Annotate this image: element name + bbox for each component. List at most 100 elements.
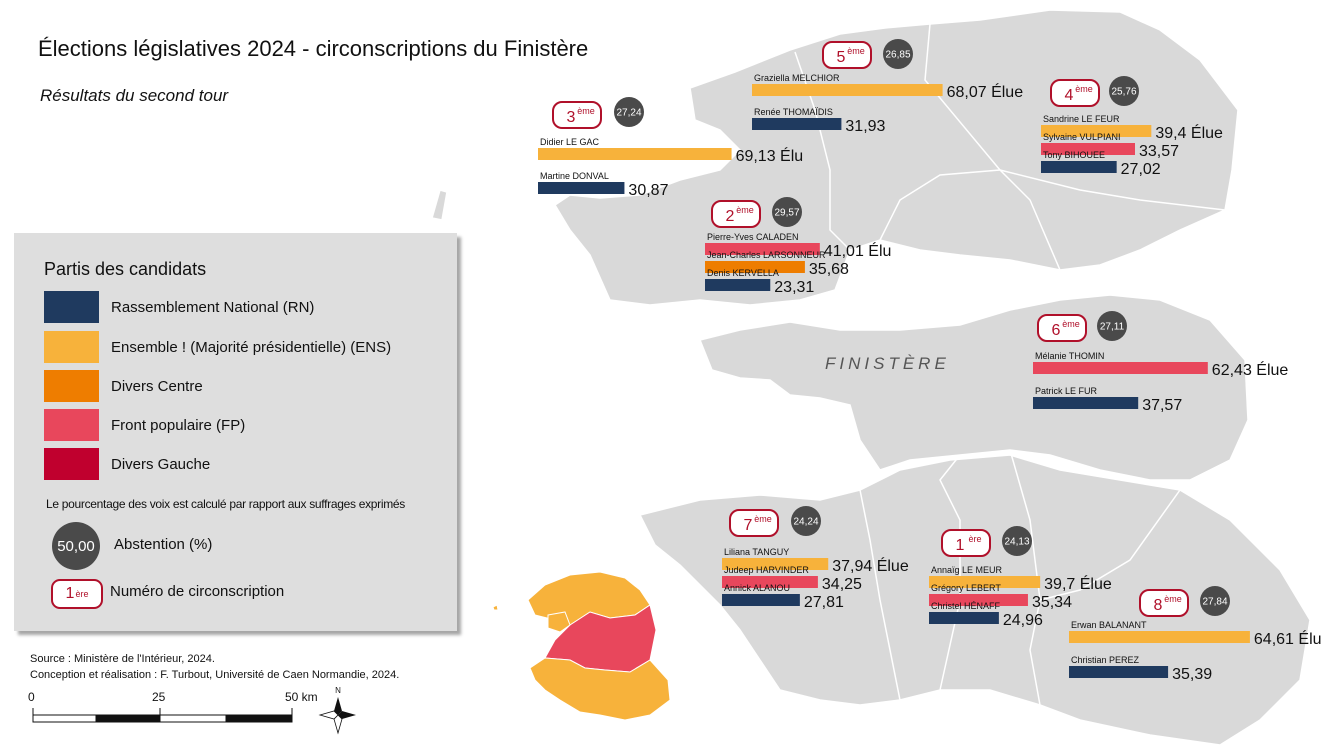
- circ-number: 2: [726, 208, 735, 225]
- abstention-value: 25,76: [1111, 87, 1136, 98]
- compass-icon: N: [318, 686, 356, 735]
- candidate-bar: [722, 558, 829, 570]
- abstention-circle: [614, 97, 644, 127]
- abstention-value: 27,11: [1100, 322, 1125, 333]
- candidate-name: Graziella MELCHIOR: [754, 73, 840, 83]
- abstention-circle: [1200, 586, 1230, 616]
- circ-number-sup: ème: [577, 106, 595, 116]
- candidate-bar: [929, 594, 1028, 606]
- candidate-percent: 64,61 Élu: [1254, 629, 1322, 648]
- circ-sample-num: 1: [65, 585, 75, 602]
- circonscription-6: 6 ème 27,11 Mélanie THOMIN 62,43 Élue Patrick…: [1033, 311, 1288, 414]
- candidate-name: Pierre-Yves CALADEN: [707, 232, 799, 242]
- candidate-bar: [1069, 666, 1169, 678]
- circ-number-sup: ème: [847, 46, 865, 56]
- candidate-bar: [705, 261, 805, 273]
- circ-badge: [711, 200, 761, 228]
- abstention-circle: [1097, 311, 1127, 341]
- circ-badge: [822, 41, 872, 69]
- candidate-percent: 35,39: [1172, 666, 1212, 683]
- inset-south: [529, 657, 671, 721]
- candidate-bar: [1033, 362, 1208, 374]
- scale-bar: [32, 708, 293, 723]
- abstention-value: 24,13: [1004, 537, 1029, 548]
- circ-badge: [941, 529, 991, 557]
- scale-label-25: 25: [152, 690, 166, 704]
- credit-line: Conception et réalisation : F. Turbout, …: [30, 669, 400, 681]
- candidate-percent: 35,34: [1032, 594, 1072, 611]
- map-subtitle: Résultats du second tour: [40, 86, 229, 105]
- circonscription-2: 2 ème 29,57 Pierre-Yves CALADEN 41,01 ÉluJea…: [705, 197, 891, 296]
- candidate-name: Patrick LE FUR: [1035, 386, 1098, 396]
- candidate-bar: [1041, 143, 1135, 155]
- legend-item-dvg: Divers Gauche: [44, 448, 210, 480]
- candidate-percent: 39,4 Élue: [1155, 123, 1223, 142]
- circ-number-sup: ème: [1075, 84, 1093, 94]
- abstention-label: Abstention (%): [114, 536, 213, 553]
- circonscription-3: 3 ème 27,24 Didier LE GAC 69,13 Élu Martine D…: [538, 97, 803, 199]
- candidate-name: Jean-Charles LARSONNEUR: [707, 250, 826, 260]
- candidate-percent: 37,94 Élue: [832, 556, 909, 575]
- map-title: Élections législatives 2024 - circonscri…: [38, 36, 589, 61]
- circonscription-8: 8 ème 27,84 Erwan BALANANT 64,61 Élu Christia…: [1069, 586, 1322, 683]
- abstention-value: 27,24: [616, 108, 641, 119]
- candidate-percent: 27,81: [804, 594, 844, 611]
- circ-badge: [552, 101, 602, 129]
- circ-number-label: Numéro de circonscription: [110, 583, 285, 600]
- inset-map: [492, 571, 671, 721]
- legend-label-dvg: Divers Gauche: [111, 455, 211, 473]
- candidate-name: Denis KERVELLA: [707, 268, 779, 278]
- circ-badge: [1037, 314, 1087, 342]
- candidate-percent: 24,96: [1003, 612, 1043, 629]
- candidate-bar: [705, 243, 820, 255]
- abstention-value: 26,85: [885, 50, 910, 61]
- candidate-bar: [1041, 125, 1152, 137]
- abstention-value: 27,84: [1202, 597, 1227, 608]
- circ-badge: [1139, 589, 1189, 617]
- candidate-percent: 31,93: [845, 118, 885, 135]
- legend-label-dvc: Divers Centre: [111, 377, 203, 395]
- circ-number-sup: ème: [1164, 594, 1182, 604]
- abstention-sample: 50,00: [52, 522, 100, 570]
- circ-number: 1: [956, 537, 965, 554]
- candidate-bar: [722, 576, 818, 588]
- circonscription-4: 4 ème 25,76 Sandrine LE FEUR 39,4 Élue Sylvai…: [1041, 76, 1223, 178]
- candidate-name: Liliana TANGUY: [724, 547, 789, 557]
- candidate-percent: 30,87: [628, 182, 668, 199]
- candidate-bar: [752, 118, 842, 130]
- circ-number: 3: [567, 109, 576, 126]
- circonscription-1: 1 ère 24,13 Annaïg LE MEUR 39,7 Élue Grégory …: [929, 526, 1112, 629]
- circ-badge: [729, 509, 779, 537]
- circ-number: 8: [1154, 597, 1163, 614]
- candidate-percent: 41,01 Élu: [824, 241, 892, 260]
- legend-swatch-ens: [44, 331, 99, 363]
- legend-swatch-dvc: [44, 370, 99, 402]
- candidate-percent: 69,13 Élu: [736, 146, 804, 165]
- abstention-circle: [772, 197, 802, 227]
- scale-label-50: 50 km: [285, 690, 318, 704]
- candidate-name: Judeep HARVINDER: [724, 565, 809, 575]
- candidate-percent: 33,57: [1139, 143, 1179, 160]
- legend-swatch-fp: [44, 409, 99, 441]
- abstention-circle: [1002, 526, 1032, 556]
- circ-number: 7: [744, 517, 753, 534]
- island-west: [431, 189, 448, 221]
- circ-badge: [1050, 79, 1100, 107]
- candidate-name: Sandrine LE FEUR: [1043, 114, 1120, 124]
- candidate-name: Erwan BALANANT: [1071, 620, 1147, 630]
- candidate-name: Grégory LEBERT: [931, 583, 1001, 593]
- circ-number-sup: ème: [754, 514, 772, 524]
- candidate-percent: 62,43 Élue: [1212, 360, 1289, 379]
- candidate-percent: 39,7 Élue: [1044, 574, 1112, 593]
- legend-label-rn: Rassemblement National (RN): [111, 298, 315, 316]
- candidate-percent: 34,25: [822, 576, 862, 593]
- results-layer: 1 ère 24,13 Annaïg LE MEUR 39,7 Élue Grégory …: [538, 39, 1322, 683]
- circ-number: 4: [1065, 87, 1074, 104]
- legend-item-ens: Ensemble ! (Majorité présidentielle) (EN…: [44, 331, 391, 363]
- candidate-name: Sylvaine VULPIANI: [1043, 132, 1121, 142]
- circ-number-sup: ère: [968, 534, 981, 544]
- circ-number-sup: ème: [736, 205, 754, 215]
- candidate-bar: [1033, 397, 1139, 409]
- abstention-circle: [791, 506, 821, 536]
